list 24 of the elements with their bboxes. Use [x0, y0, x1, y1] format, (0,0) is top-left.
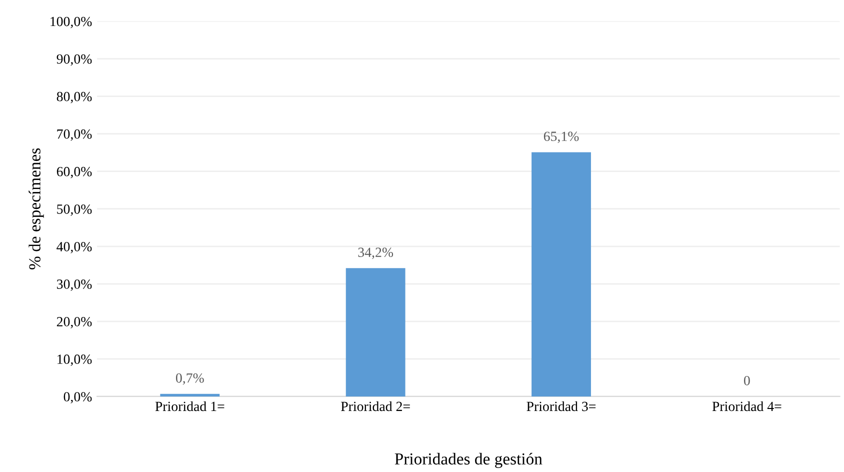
- bar: [346, 268, 406, 396]
- y-axis-title: % de especímenes: [28, 148, 44, 270]
- data-label: 0: [744, 376, 750, 386]
- y-tick-label: 90,0%: [56, 54, 92, 66]
- x-tick-label: Prioridad 1=: [155, 401, 224, 412]
- y-tick-label: 70,0%: [57, 129, 92, 141]
- y-tick-label: 60,0%: [56, 166, 92, 178]
- bar: [160, 394, 220, 396]
- y-tick-label: 30,0%: [56, 279, 92, 291]
- x-tick-label: Prioridad 2=: [341, 401, 410, 412]
- y-tick-label: 80,0%: [56, 92, 92, 104]
- data-label: 65,1%: [544, 132, 579, 144]
- y-tick-label: 10,0%: [58, 354, 92, 366]
- x-axis-title: Prioridades de gestión: [394, 452, 542, 468]
- x-tick-label: Prioridad 3=: [526, 401, 596, 412]
- bar: [532, 152, 591, 396]
- y-tick-label: 100,0%: [50, 16, 92, 28]
- data-label: 34,2%: [358, 248, 394, 259]
- x-tick-label: Prioridad 4=: [712, 401, 782, 412]
- y-tick-label: 0,0%: [64, 392, 92, 404]
- y-tick-label: 50,0%: [57, 204, 92, 216]
- y-tick-label: 40,0%: [56, 242, 92, 254]
- data-label: 0,7%: [176, 373, 204, 385]
- y-tick-label: 20,0%: [56, 317, 92, 328]
